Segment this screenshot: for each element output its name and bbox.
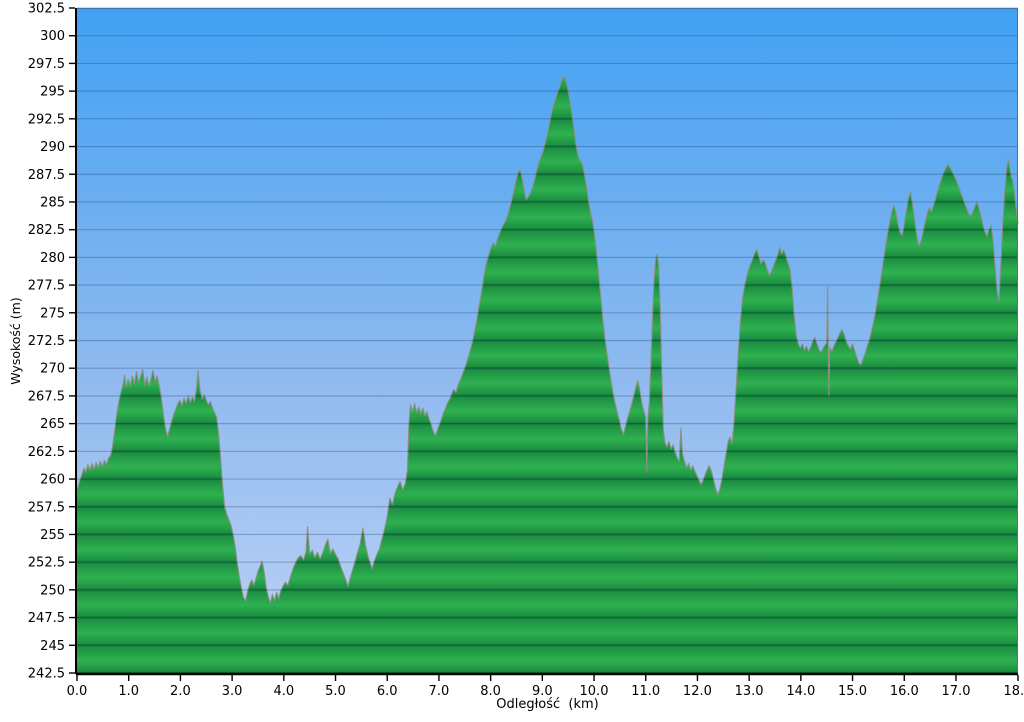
x-tick-labels: 0.0 1.0 2.0 3.0 4.0 5.0 6.0 7.0 8.0 9.0 10.0 11.0 12… (67, 684, 1024, 699)
svg-text:247.5: 247.5 (28, 611, 65, 626)
svg-text:242.5: 242.5 (28, 667, 65, 682)
elevation-outline (76, 75, 1019, 604)
svg-text:287.5: 287.5 (28, 168, 65, 183)
svg-text:290: 290 (40, 140, 65, 155)
y-tick-labels: 302.5 300 297.5 295 292.5 290 287.5 285 282.5 280… (28, 2, 65, 682)
svg-text:267.5: 267.5 (28, 389, 65, 404)
svg-text:257.5: 257.5 (28, 500, 65, 515)
svg-text:297.5: 297.5 (28, 57, 65, 72)
svg-text:15.0: 15.0 (838, 684, 867, 699)
svg-text:10.0: 10.0 (580, 684, 609, 699)
svg-text:12.0: 12.0 (683, 684, 712, 699)
svg-text:4.0: 4.0 (273, 684, 294, 699)
svg-text:255: 255 (40, 528, 65, 543)
svg-text:9.0: 9.0 (532, 684, 553, 699)
elevation-area (77, 75, 1018, 674)
svg-text:282.5: 282.5 (28, 223, 65, 238)
svg-text:3.0: 3.0 (222, 684, 243, 699)
svg-text:292.5: 292.5 (28, 112, 65, 127)
svg-text:14.0: 14.0 (786, 684, 815, 699)
svg-text:5.0: 5.0 (325, 684, 346, 699)
svg-text:7.0: 7.0 (429, 684, 450, 699)
svg-text:270: 270 (40, 362, 65, 377)
axis-lines (75, 8, 1018, 676)
svg-text:265: 265 (40, 417, 65, 432)
y-axis-title: Wysokość (m) (8, 297, 23, 385)
svg-text:252.5: 252.5 (28, 556, 65, 571)
svg-text:245: 245 (40, 639, 65, 654)
svg-text:11.0: 11.0 (631, 684, 660, 699)
svg-text:260: 260 (40, 473, 65, 488)
svg-text:300: 300 (40, 29, 65, 44)
svg-text:6.0: 6.0 (377, 684, 398, 699)
svg-text:285: 285 (40, 196, 65, 211)
svg-text:280: 280 (40, 251, 65, 266)
svg-text:8.0: 8.0 (480, 684, 501, 699)
svg-text:2.0: 2.0 (170, 684, 191, 699)
svg-text:262.5: 262.5 (28, 445, 65, 460)
svg-text:272.5: 272.5 (28, 334, 65, 349)
svg-text:17.0: 17.0 (942, 684, 971, 699)
svg-text:302.5: 302.5 (28, 2, 65, 17)
x-axis-ticks (76, 675, 1019, 681)
plot-border (77, 8, 1018, 673)
svg-text:1.0: 1.0 (118, 684, 139, 699)
svg-text:16.0: 16.0 (890, 684, 919, 699)
svg-text:0.0: 0.0 (67, 684, 88, 699)
svg-text:277.5: 277.5 (28, 279, 65, 294)
svg-text:13.0: 13.0 (735, 684, 764, 699)
svg-text:275: 275 (40, 306, 65, 321)
svg-text:295: 295 (40, 85, 65, 100)
svg-text:250: 250 (40, 583, 65, 598)
svg-text:18.2: 18.2 (1004, 684, 1024, 699)
x-axis-title: Odległość (km) (496, 697, 599, 712)
y-axis-ticks (69, 7, 75, 674)
